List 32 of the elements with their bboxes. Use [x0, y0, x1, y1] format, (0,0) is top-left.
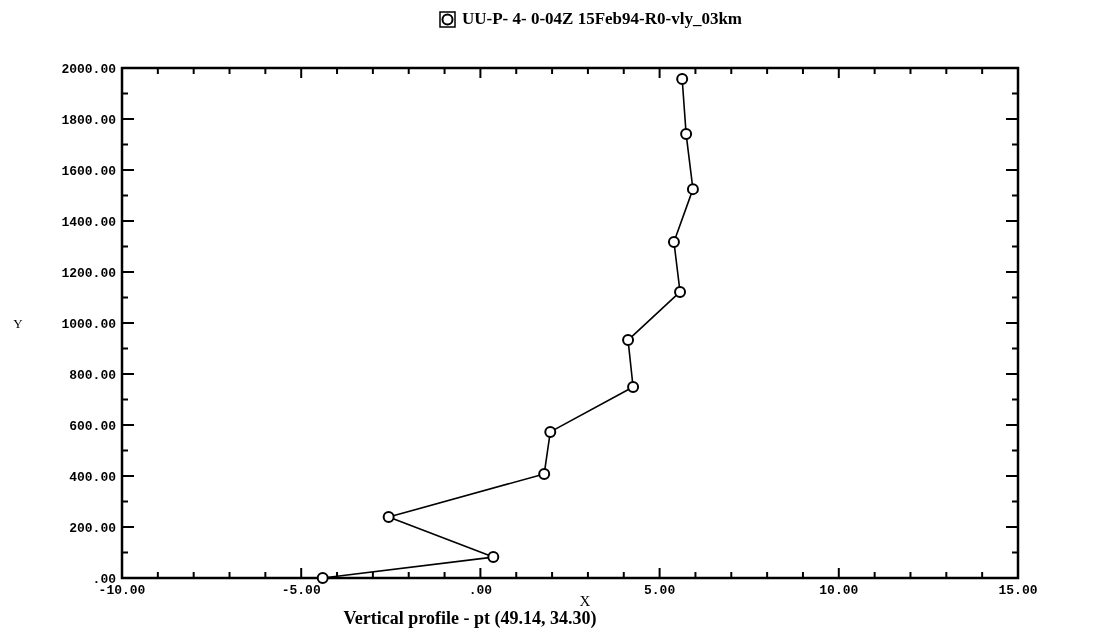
text: Vertical profile - pt (49.14, 34.30) — [343, 608, 597, 629]
y-tick-label: 1400.00 — [61, 215, 117, 230]
x-tick-label: .00 — [468, 583, 493, 598]
y-axis-title: Y — [13, 316, 24, 331]
point — [544, 425, 557, 438]
y-tick-label: 1600.00 — [61, 164, 117, 179]
legend-label: UU-P- 4- 0-04Z 15Feb94-R0-vly_03km — [462, 9, 742, 28]
point — [487, 551, 500, 564]
y-tick-label: 1200.00 — [61, 266, 117, 281]
y-tick-label: 800.00 — [69, 368, 117, 383]
point — [680, 128, 693, 141]
point — [674, 285, 687, 298]
x-tick-label: 10.00 — [819, 583, 859, 598]
point — [627, 381, 640, 394]
x-tick-label: 15.00 — [998, 583, 1038, 598]
x-tick-label: -10.00 — [98, 583, 146, 598]
point — [316, 572, 329, 584]
point — [382, 511, 395, 524]
x-tick-label: 5.00 — [643, 583, 676, 598]
y-tick-label: 600.00 — [69, 419, 117, 434]
y-tick-label: 200.00 — [69, 521, 117, 536]
point — [667, 235, 680, 248]
y-tick-label: 2000.00 — [61, 62, 117, 77]
y-tick-label: 1000.00 — [61, 317, 117, 332]
point — [622, 334, 635, 347]
y-tick-label: 1800.00 — [61, 113, 117, 128]
y-tick-label: 400.00 — [69, 470, 117, 485]
x-tick-label: -5.00 — [281, 583, 321, 598]
x-axis-title: X — [579, 593, 591, 609]
point — [538, 467, 551, 480]
point — [686, 183, 699, 196]
point — [676, 72, 689, 85]
